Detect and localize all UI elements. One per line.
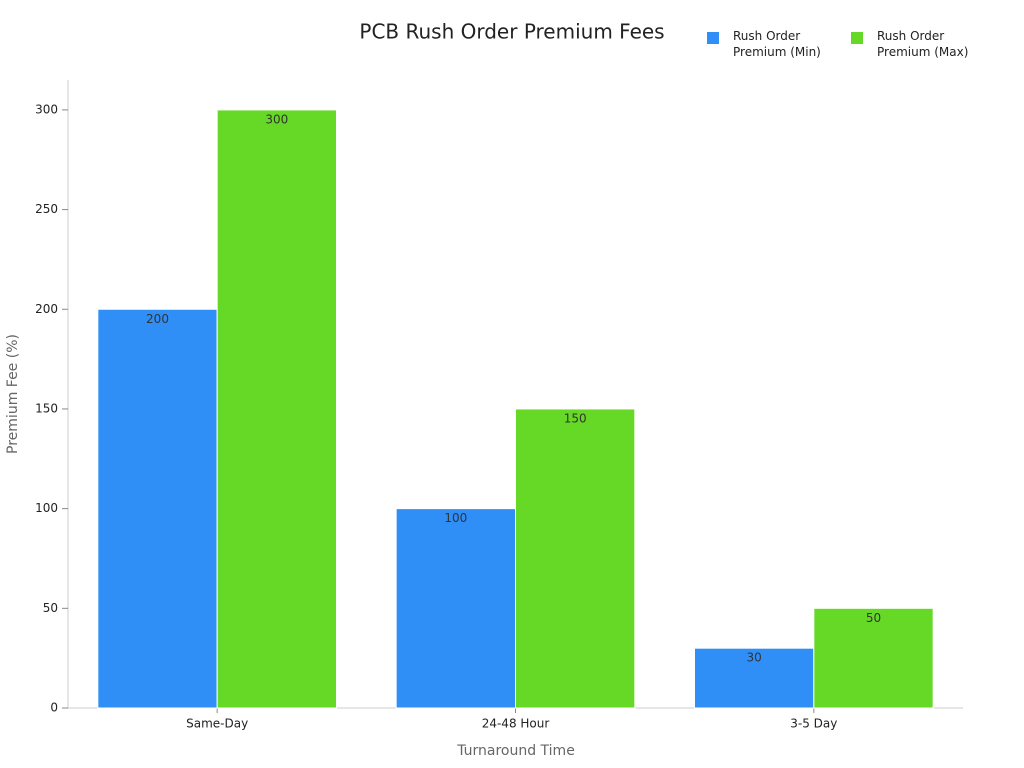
data-label: 150 xyxy=(564,411,587,425)
y-axis-label: Premium Fee (%) xyxy=(5,334,21,454)
y-tick-label: 50 xyxy=(43,601,58,615)
bar xyxy=(813,607,934,709)
legend-swatch xyxy=(707,32,719,44)
bar xyxy=(694,647,815,709)
bar xyxy=(216,109,338,709)
legend-swatch xyxy=(851,32,863,44)
data-label: 50 xyxy=(866,611,881,625)
x-tick-label: 24-48 Hour xyxy=(482,717,550,731)
data-label: 200 xyxy=(146,312,169,326)
y-tick-label: 300 xyxy=(35,102,58,116)
legend-item: Rush Order Premium (Min) xyxy=(707,28,833,60)
y-tick-label: 150 xyxy=(35,401,58,415)
bar xyxy=(395,508,516,709)
y-tick-label: 0 xyxy=(50,701,58,715)
legend-item: Rush Order Premium (Max) xyxy=(851,28,977,60)
x-tick-label: Same-Day xyxy=(186,717,248,731)
bar xyxy=(515,408,636,709)
y-tick-label: 250 xyxy=(35,202,58,216)
chart-title: PCB Rush Order Premium Fees xyxy=(359,20,664,44)
y-tick-label: 200 xyxy=(35,302,58,316)
x-axis-label: Turnaround Time xyxy=(456,743,575,759)
y-tick-label: 100 xyxy=(35,501,58,515)
x-tick-label: 3-5 Day xyxy=(790,717,837,731)
data-label: 30 xyxy=(747,651,762,665)
bar xyxy=(97,308,218,709)
legend-label: Rush Order Premium (Min) xyxy=(733,29,821,59)
legend: Rush Order Premium (Min) Rush Order Premi… xyxy=(707,28,977,60)
data-label: 100 xyxy=(444,511,467,525)
legend-label: Rush Order Premium (Max) xyxy=(877,29,969,59)
data-label: 300 xyxy=(265,112,288,126)
